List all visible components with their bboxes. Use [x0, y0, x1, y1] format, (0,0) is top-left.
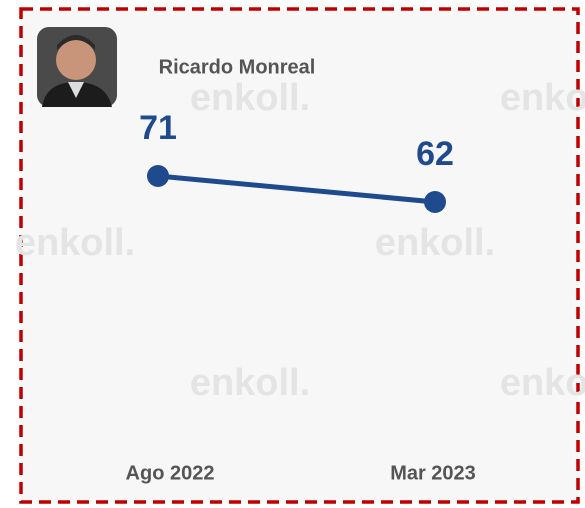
data-label: 71: [139, 109, 177, 147]
watermark: enkoll.: [15, 222, 135, 264]
chart: enkoll. enkoll. enkoll. enkoll. enkoll. enkol…: [0, 0, 585, 508]
x-tick-label: Mar 2023: [390, 462, 476, 484]
data-label: 62: [416, 135, 454, 173]
x-tick-label: Ago 2022: [126, 462, 215, 484]
watermark: enkoll.: [500, 77, 585, 119]
watermark: enkoll.: [190, 362, 310, 404]
watermark: enkoll.: [375, 222, 495, 264]
watermark: enkoll.: [500, 362, 585, 404]
watermark: enkoll.: [190, 77, 310, 119]
point: [147, 165, 169, 187]
avatar: [37, 27, 117, 107]
chart-title: Ricardo Monreal: [159, 56, 316, 78]
point: [424, 191, 446, 213]
